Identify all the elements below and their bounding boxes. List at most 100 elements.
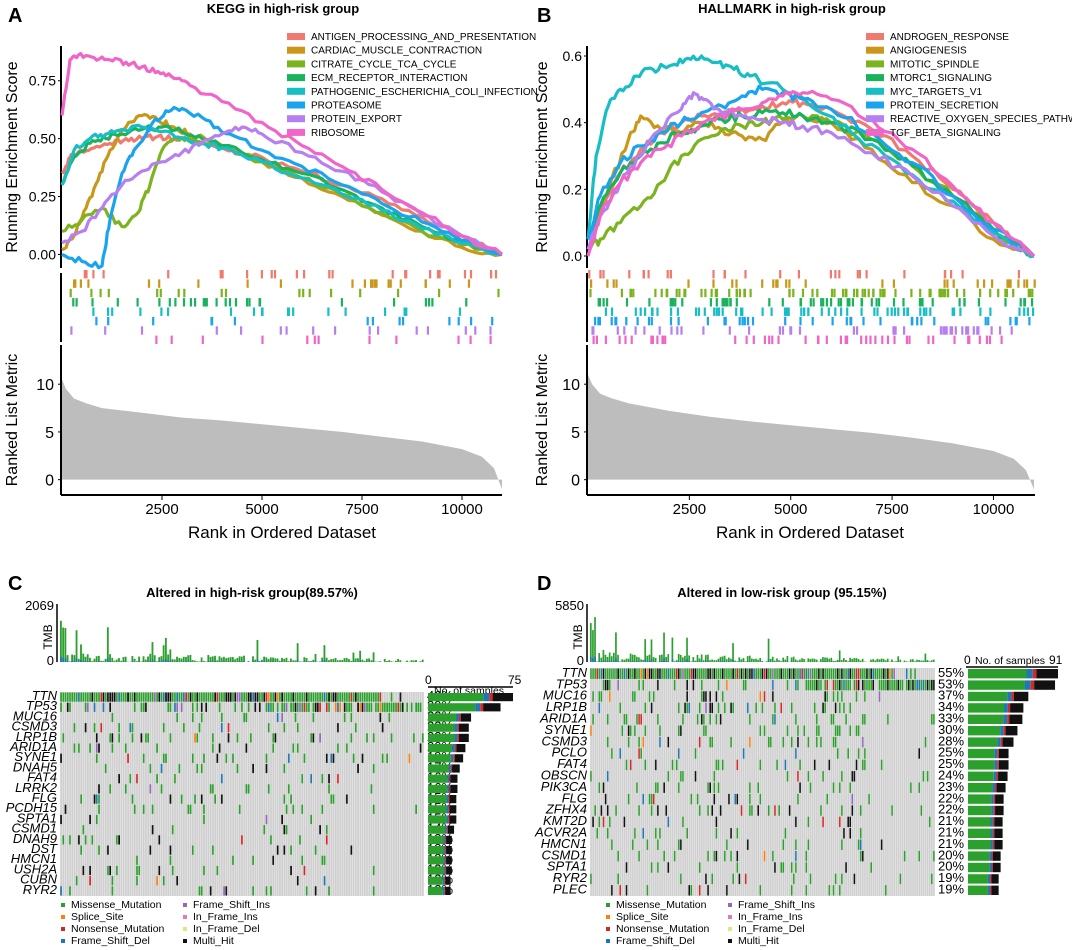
mutation-cell <box>638 748 640 759</box>
sample-bar-segment <box>446 795 449 804</box>
mutation-cell <box>345 794 348 804</box>
mutation-cell <box>755 668 757 679</box>
mutation-cell <box>263 692 266 702</box>
mutation-cell <box>794 839 797 850</box>
mutation-cell <box>792 668 795 679</box>
tmb-bar <box>352 652 355 662</box>
legend-swatch <box>183 903 187 907</box>
mutation-cell <box>180 692 183 702</box>
hit-mark <box>741 316 744 326</box>
tmb-bar <box>193 660 196 662</box>
mutation-cell <box>231 692 234 702</box>
mutation-cell <box>198 723 201 733</box>
mutation-cell <box>323 855 326 865</box>
hit-mark <box>961 270 964 279</box>
hit-mark <box>830 288 834 298</box>
hit-mark <box>1018 307 1021 316</box>
mutation-cell <box>211 692 214 702</box>
tmb-bar-segment <box>633 661 636 662</box>
percent-label: 24% <box>938 767 964 782</box>
mutation-cell <box>631 668 634 679</box>
legend-swatch <box>866 101 884 109</box>
hit-mark <box>616 326 619 335</box>
hit-mark <box>373 279 376 288</box>
hit-mark <box>463 270 467 279</box>
mutation-cell <box>258 702 261 712</box>
tmb-bar <box>95 656 98 662</box>
sample-bar <box>968 714 1004 724</box>
mutation-cell <box>606 679 609 691</box>
sample-bar-segment <box>1000 737 1003 747</box>
hit-mark <box>827 307 830 316</box>
mutation-cell <box>782 839 785 850</box>
mutation-cell <box>930 873 933 885</box>
mutation-cell <box>629 668 632 679</box>
mutation-cell <box>310 774 313 784</box>
mutation-cell <box>225 753 228 763</box>
mutation-cell <box>627 668 630 679</box>
mutation-cell <box>928 679 931 691</box>
sample-bar-segment <box>454 723 458 732</box>
mutation-cell <box>109 865 112 876</box>
sample-bar-segment <box>446 856 452 865</box>
ranked-area <box>588 374 1034 490</box>
percent-label: 34% <box>938 699 964 714</box>
mutation-cell <box>359 692 362 702</box>
tmb-bar-segment <box>705 661 707 662</box>
gene-label: PIK3CA <box>541 779 587 794</box>
mutation-cell <box>394 702 397 712</box>
hit-mark <box>246 298 249 307</box>
mutation-cell <box>354 692 357 702</box>
tmb-bar <box>926 660 929 662</box>
tmb-min: 0 <box>47 653 54 668</box>
hit-mark <box>976 279 979 288</box>
hit-mark <box>768 335 771 344</box>
tmb-bar <box>594 617 596 662</box>
mutation-cell <box>372 865 375 876</box>
mutation-cell <box>705 668 707 679</box>
mutation-cell <box>283 845 286 855</box>
sample-bar-segment <box>991 874 999 884</box>
tmb-bar <box>397 658 400 662</box>
hit-mark <box>869 335 872 344</box>
hit-mark <box>313 335 316 344</box>
mutation-cell <box>853 668 856 679</box>
sample-bar-segment <box>991 794 994 804</box>
mutation-cell <box>408 753 411 763</box>
mutation-cell <box>131 794 134 804</box>
tmb-bar <box>608 652 611 662</box>
mutation-cell <box>249 733 252 743</box>
mutation-cell <box>715 668 718 679</box>
mutation-cell <box>855 725 858 736</box>
hit-mark <box>961 326 964 335</box>
mutation-cell <box>717 759 720 771</box>
tmb-bar <box>602 649 605 662</box>
mutation-cell <box>648 691 651 702</box>
mutation-cell <box>124 692 127 702</box>
hit-marks <box>588 270 1036 344</box>
hit-mark <box>735 279 738 288</box>
mutation-cell <box>843 668 845 679</box>
mutation-cell <box>272 743 275 753</box>
tmb-bar <box>115 659 118 662</box>
x-ticks: 2500 5000 7500 10000 <box>673 495 1014 518</box>
hit-mark <box>391 270 394 279</box>
mutation-cell <box>243 692 246 702</box>
tmb-bar-segment <box>95 661 98 662</box>
hit-mark <box>721 298 724 307</box>
mutation-cell <box>111 743 114 753</box>
mutation-cell <box>292 692 295 702</box>
mutation-cell <box>629 725 632 736</box>
hit-mark <box>946 279 949 288</box>
legend-label: Splice_Site <box>616 911 669 923</box>
mutation-cell <box>640 748 642 759</box>
mutation-cell <box>189 804 192 814</box>
hit-mark <box>625 316 628 326</box>
mutation-cell <box>211 733 214 743</box>
mutation-cell <box>615 805 617 816</box>
hit-mark <box>825 335 828 344</box>
hit-mark <box>820 307 823 316</box>
mutation-cell <box>361 692 364 702</box>
mutation-cell <box>794 748 797 759</box>
tmb-bars <box>590 617 935 662</box>
